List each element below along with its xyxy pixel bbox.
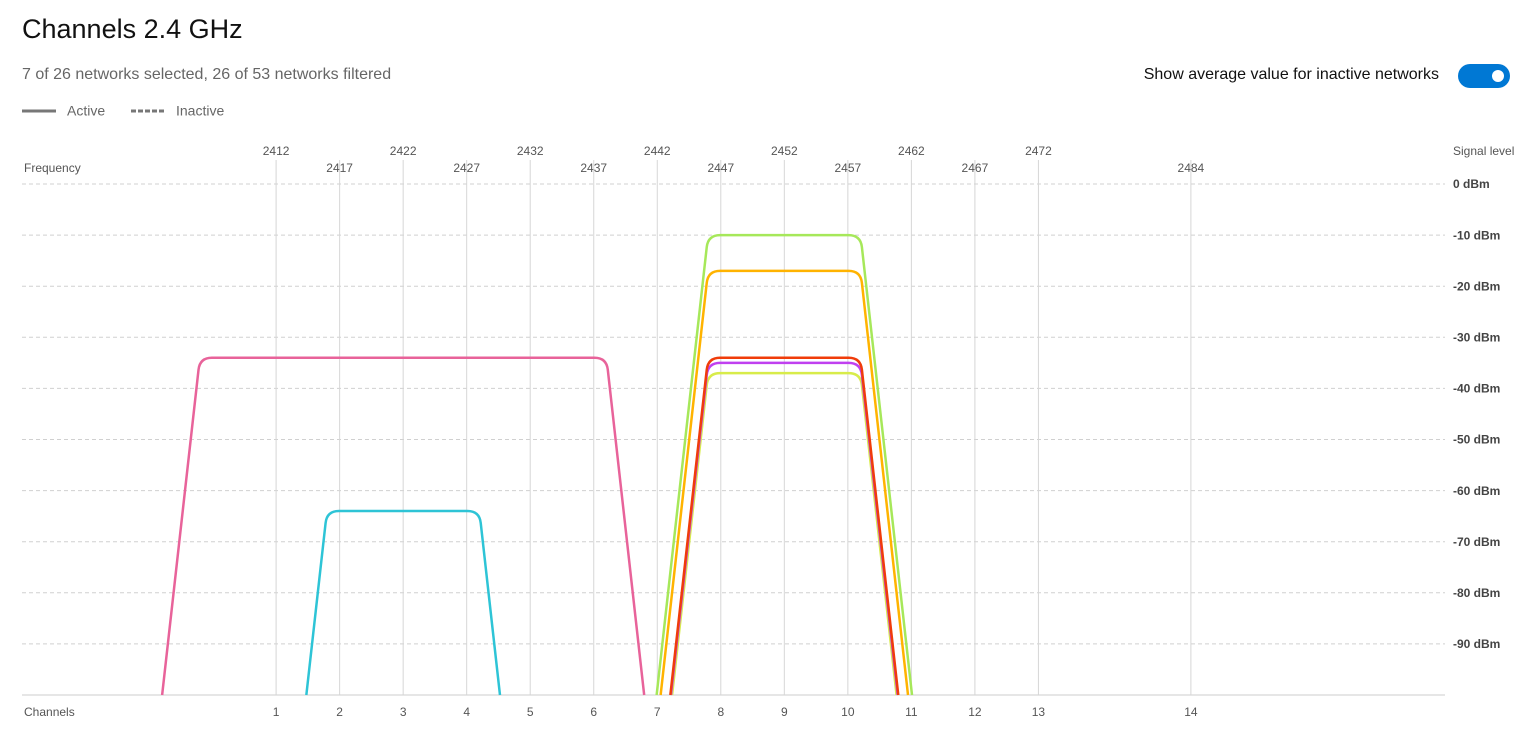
y-tick-label: -20 dBm <box>1453 279 1500 293</box>
x-tick-label: 2472 <box>1025 144 1052 158</box>
x-tick-label: 2442 <box>644 144 671 158</box>
network-curve <box>669 356 900 696</box>
x-tick-label: 2462 <box>898 144 925 158</box>
subtitle: 7 of 26 networks selected, 26 of 53 netw… <box>22 66 392 83</box>
x2-axis-title: Channels <box>24 705 75 719</box>
network-curve <box>305 509 502 696</box>
toggle[interactable] <box>1458 64 1510 88</box>
x-tick-label: 2447 <box>707 161 734 175</box>
channel-tick-label: 3 <box>400 705 407 719</box>
y-tick-label: -10 dBm <box>1453 228 1500 242</box>
channel-tick-label: 6 <box>590 705 597 719</box>
x-tick-label: 2432 <box>517 144 544 158</box>
y-tick-label: -30 dBm <box>1453 330 1500 344</box>
x-tick-label: 2484 <box>1178 161 1205 175</box>
channel-tick-label: 9 <box>781 705 788 719</box>
y-tick-label: -70 dBm <box>1453 535 1500 549</box>
legend-label: Active <box>67 103 105 119</box>
channel-tick-label: 8 <box>717 705 724 719</box>
channel-tick-label: 14 <box>1184 705 1198 719</box>
x-tick-label: 2437 <box>580 161 607 175</box>
network-curve <box>160 356 646 696</box>
legend-label: Inactive <box>176 103 224 119</box>
y-tick-label: -80 dBm <box>1453 586 1500 600</box>
channel-tick-label: 12 <box>968 705 982 719</box>
y-tick-label: -40 dBm <box>1453 382 1500 396</box>
channel-tick-label: 1 <box>273 705 280 719</box>
y-tick-label: -50 dBm <box>1453 433 1500 447</box>
x-tick-label: 2467 <box>962 161 989 175</box>
y-tick-label: 0 dBm <box>1453 177 1490 191</box>
y-axis-title: Signal level <box>1453 144 1514 158</box>
channel-tick-label: 10 <box>841 705 855 719</box>
y-tick-label: -60 dBm <box>1453 484 1500 498</box>
toggle-knob <box>1492 70 1504 82</box>
x-tick-label: 2417 <box>326 161 353 175</box>
network-curve <box>655 233 914 696</box>
network-curve <box>659 269 910 696</box>
x-tick-label: 2412 <box>263 144 290 158</box>
x-tick-label: 2457 <box>834 161 861 175</box>
y-tick-label: -90 dBm <box>1453 637 1500 651</box>
channel-tick-label: 2 <box>336 705 343 719</box>
toggle-label: Show average value for inactive networks <box>1143 66 1439 83</box>
x-tick-label: 2422 <box>390 144 417 158</box>
channel-tick-label: 7 <box>654 705 661 719</box>
channel-tick-label: 5 <box>527 705 534 719</box>
x-axis-title: Frequency <box>24 161 81 175</box>
channel-tick-label: 11 <box>905 705 918 719</box>
x-tick-label: 2452 <box>771 144 798 158</box>
title: Channels 2.4 GHz <box>22 14 243 44</box>
channel-tick-label: 4 <box>463 705 470 719</box>
channel-tick-label: 13 <box>1032 705 1046 719</box>
x-tick-label: 2427 <box>453 161 480 175</box>
network-curve <box>670 371 898 696</box>
